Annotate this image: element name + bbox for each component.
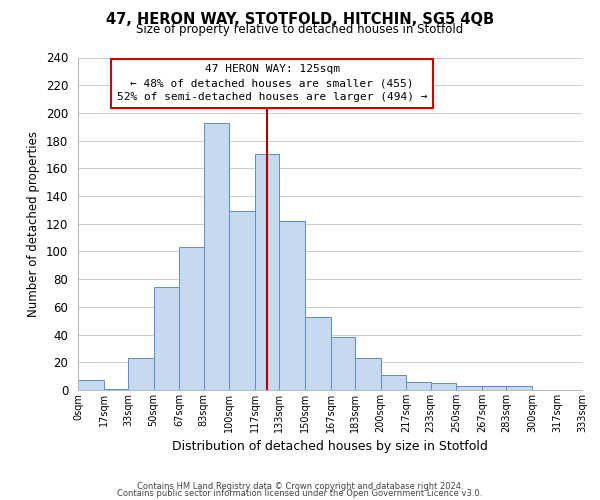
Bar: [104, 388, 128, 390]
Bar: [229, 212, 255, 390]
Bar: [506, 386, 532, 390]
X-axis label: Distribution of detached houses by size in Stotfold: Distribution of detached houses by size …: [172, 440, 488, 454]
Bar: [381, 375, 406, 390]
Bar: [482, 386, 506, 390]
Bar: [279, 221, 305, 390]
Bar: [431, 383, 457, 390]
Bar: [154, 288, 179, 390]
Bar: [203, 122, 229, 390]
Bar: [457, 386, 482, 390]
Text: Size of property relative to detached houses in Stotfold: Size of property relative to detached ho…: [136, 22, 464, 36]
Bar: [179, 248, 203, 390]
Bar: [78, 380, 104, 390]
Bar: [305, 316, 331, 390]
Y-axis label: Number of detached properties: Number of detached properties: [28, 130, 40, 317]
Text: 47 HERON WAY: 125sqm
← 48% of detached houses are smaller (455)
52% of semi-deta: 47 HERON WAY: 125sqm ← 48% of detached h…: [117, 64, 427, 102]
Bar: [406, 382, 431, 390]
Bar: [355, 358, 381, 390]
Text: 47, HERON WAY, STOTFOLD, HITCHIN, SG5 4QB: 47, HERON WAY, STOTFOLD, HITCHIN, SG5 4Q…: [106, 12, 494, 28]
Text: Contains HM Land Registry data © Crown copyright and database right 2024.: Contains HM Land Registry data © Crown c…: [137, 482, 463, 491]
Bar: [128, 358, 154, 390]
Bar: [331, 338, 355, 390]
Text: Contains public sector information licensed under the Open Government Licence v3: Contains public sector information licen…: [118, 488, 482, 498]
Bar: [255, 154, 279, 390]
